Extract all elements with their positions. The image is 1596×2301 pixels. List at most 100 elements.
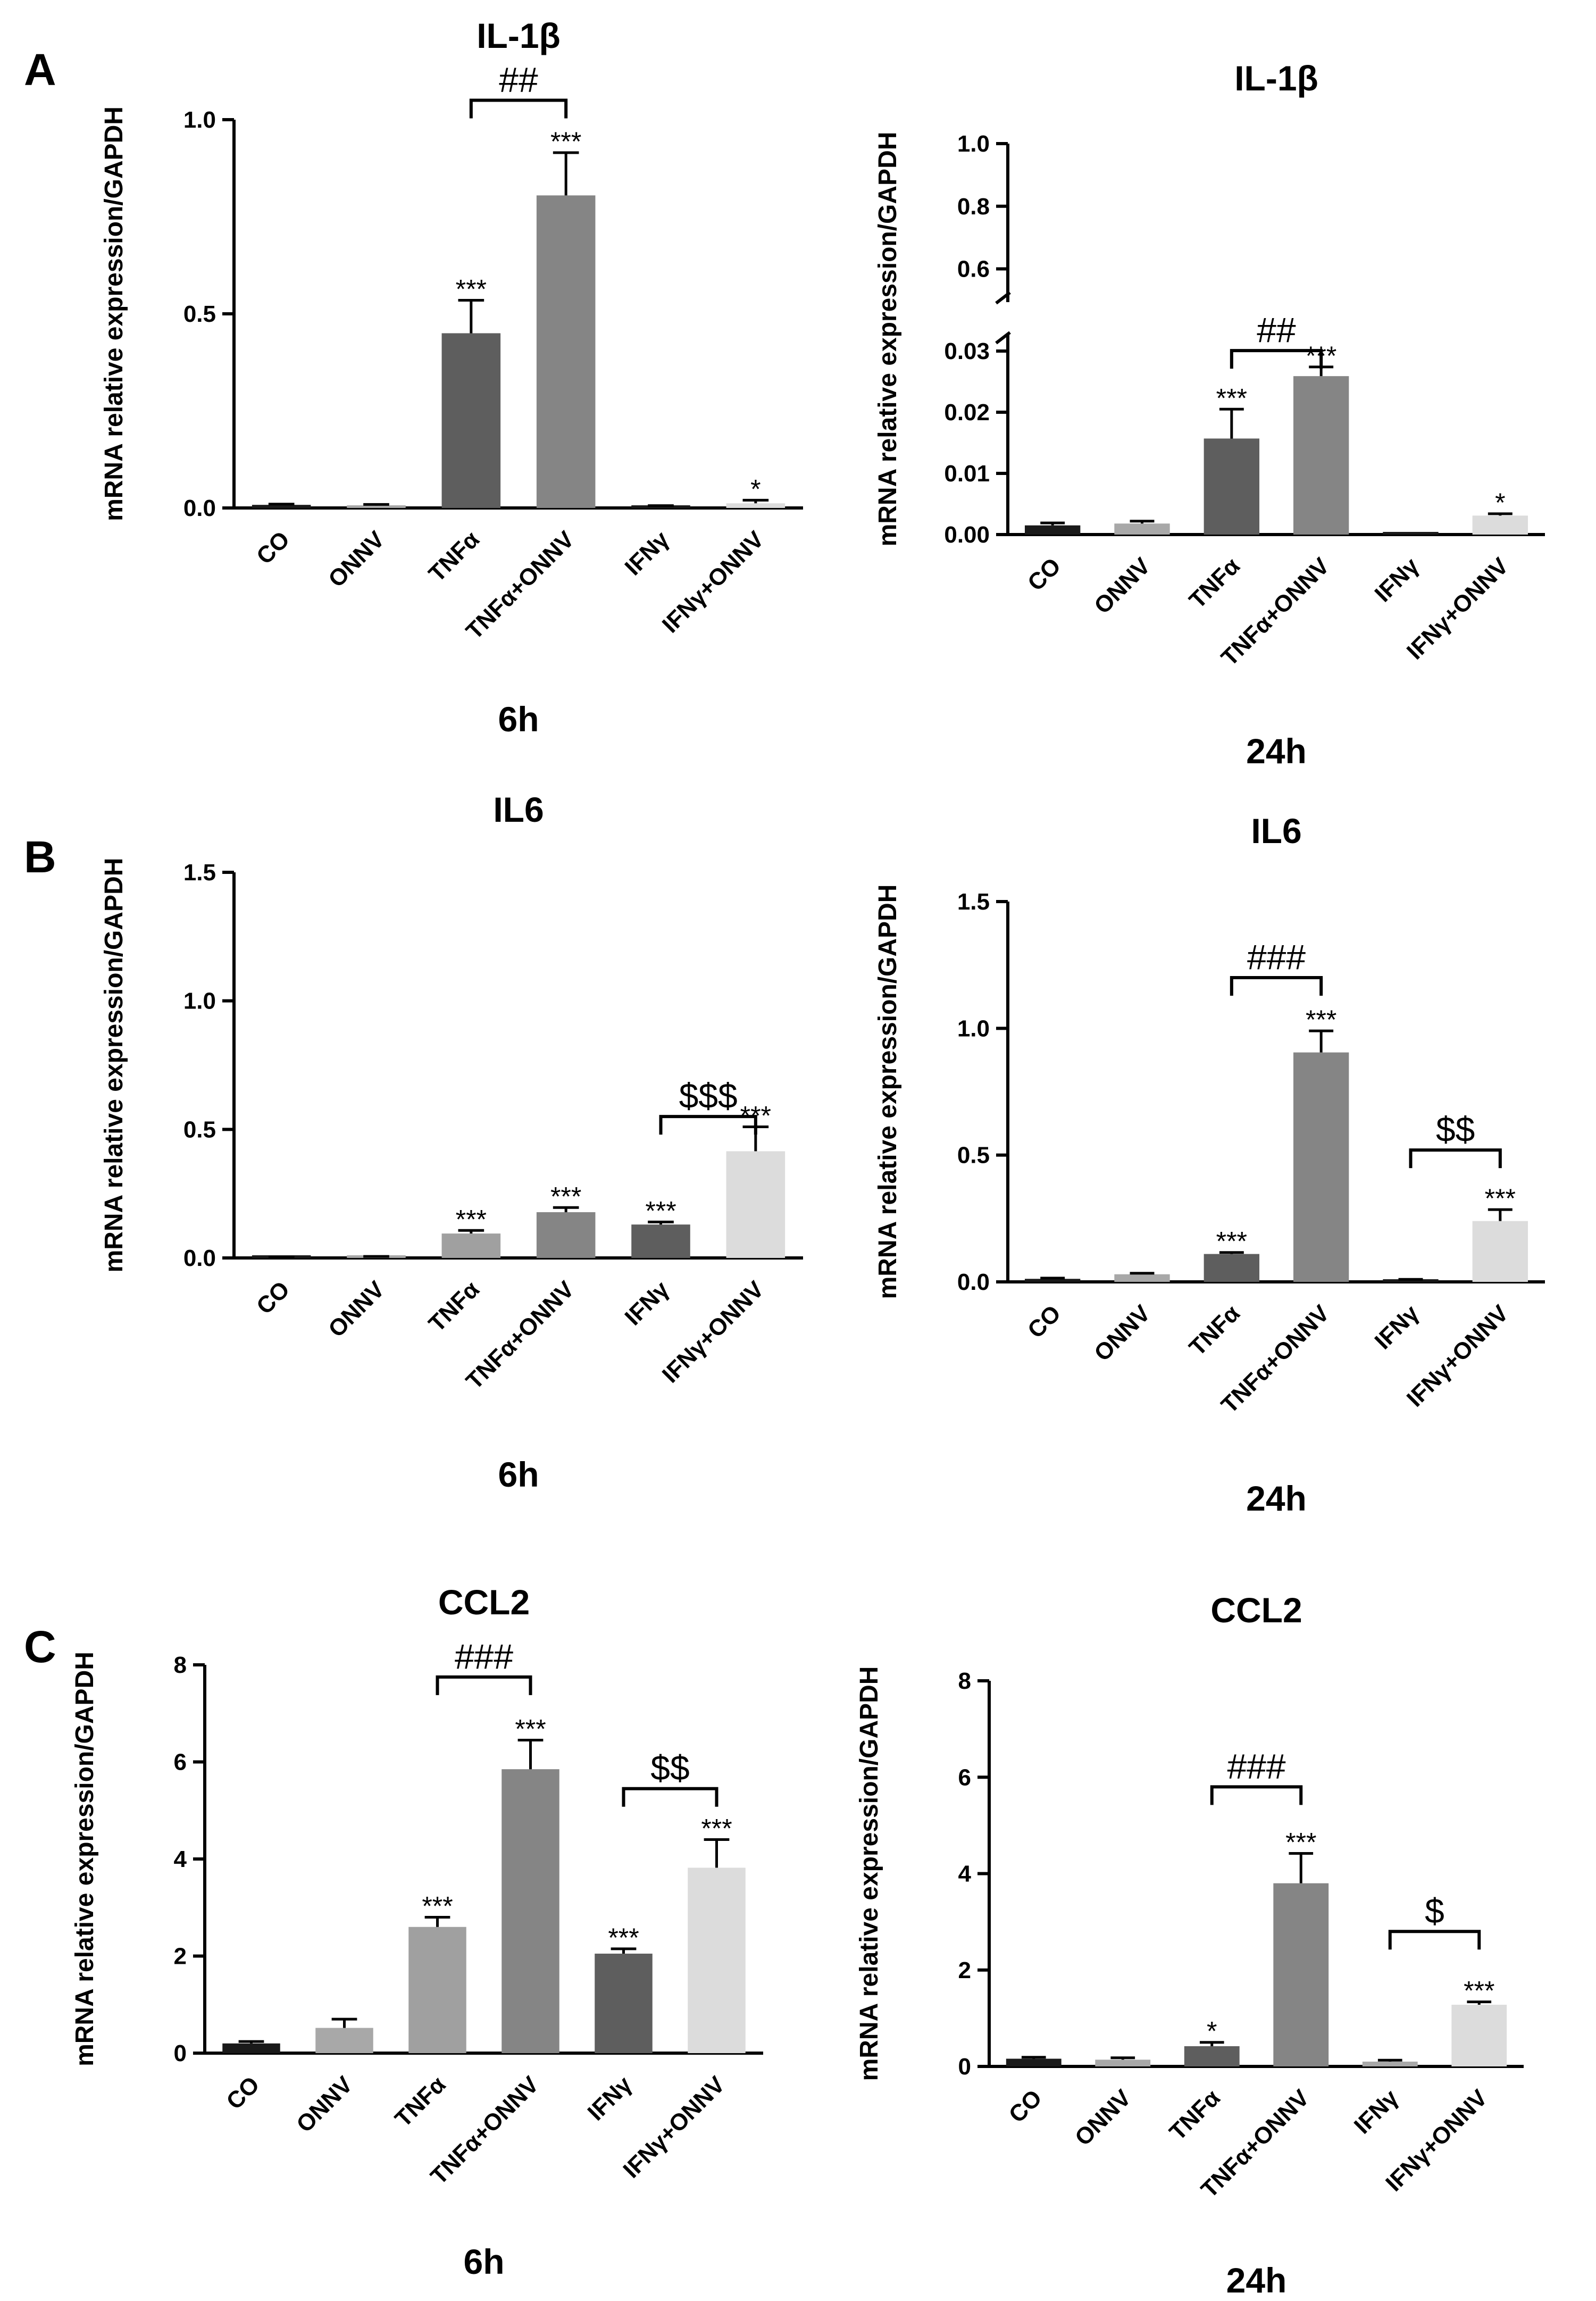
bar-onnv bbox=[1114, 1274, 1170, 1282]
significance-stars: *** bbox=[515, 1714, 546, 1744]
category-label: TNFα bbox=[1184, 1300, 1245, 1361]
chart-title: IL-1β bbox=[1234, 59, 1318, 98]
y-tick-label: 0.0 bbox=[183, 1245, 216, 1271]
chart-title: CCL2 bbox=[438, 1582, 530, 1622]
y-axis-label: mRNA relative expression/GAPDH bbox=[874, 885, 902, 1299]
bar-ifn bbox=[1383, 532, 1439, 535]
bar-co bbox=[252, 505, 311, 508]
significance-stars: *** bbox=[1285, 1827, 1316, 1857]
category-label: TNFα bbox=[424, 526, 484, 587]
timepoint-label: 24h bbox=[1226, 2261, 1287, 2300]
category-label: ONNV bbox=[1070, 2085, 1137, 2151]
bar-ifn-onnv bbox=[1472, 515, 1528, 535]
y-tick-label: 0.5 bbox=[183, 301, 216, 327]
category-label: TNFα bbox=[1165, 2085, 1225, 2145]
bar-tnf bbox=[408, 1927, 466, 2053]
bar-tnf bbox=[1204, 1254, 1260, 1282]
bar-co bbox=[1024, 1279, 1081, 1282]
bar-tnf-onnv bbox=[1293, 1052, 1349, 1282]
comparison-bracket bbox=[436, 1675, 532, 1695]
category-label: ONNV bbox=[323, 526, 390, 593]
y-axis-label: mRNA relative expression/GAPDH bbox=[100, 106, 128, 521]
panel-letter: C bbox=[24, 1622, 56, 1672]
axis-break-mark bbox=[995, 331, 1011, 345]
category-label: IFNγ bbox=[620, 526, 674, 580]
y-tick-label: 1.5 bbox=[957, 889, 990, 915]
comparison-label: ### bbox=[455, 1637, 513, 1676]
y-tick-label: 0.01 bbox=[944, 461, 990, 487]
y-tick-label: 8 bbox=[174, 1652, 187, 1678]
panel-letter: A bbox=[24, 45, 56, 95]
comparison-label: $$$ bbox=[679, 1076, 738, 1115]
category-label: IFNγ bbox=[582, 2071, 637, 2125]
bar-tnf bbox=[441, 1233, 501, 1258]
comparison-bracket bbox=[469, 98, 568, 119]
significance-stars: * bbox=[750, 474, 761, 504]
y-tick-label: 0.0 bbox=[183, 495, 216, 521]
bar-onnv bbox=[1114, 523, 1170, 535]
significance-stars: *** bbox=[550, 1181, 581, 1211]
comparison-bracket bbox=[1210, 1785, 1303, 1805]
timepoint-label: 6h bbox=[463, 2242, 504, 2281]
category-label: IFNγ+ONNV bbox=[657, 1276, 770, 1388]
bar-ifn-onnv bbox=[1472, 1221, 1528, 1282]
comparison-label: ### bbox=[1247, 937, 1306, 977]
comparison-label: $ bbox=[1425, 1891, 1444, 1930]
bar-ifn-onnv bbox=[726, 503, 786, 508]
comparison-label: ### bbox=[1227, 1746, 1285, 1786]
bar-ifn-onnv bbox=[1451, 2005, 1507, 2066]
panel-letter: B bbox=[24, 832, 56, 882]
significance-stars: *** bbox=[701, 1814, 732, 1844]
comparison-label: ## bbox=[499, 60, 538, 99]
comparison-bracket bbox=[1388, 1930, 1481, 1950]
comparison-bracket bbox=[1409, 1148, 1502, 1169]
bar-co bbox=[1024, 525, 1081, 535]
y-tick-label: 6 bbox=[958, 1764, 971, 1790]
comparison-label: $$ bbox=[650, 1748, 689, 1788]
category-label: CO bbox=[252, 526, 295, 569]
y-tick-label: 0.03 bbox=[944, 338, 990, 364]
y-tick-label: 1.0 bbox=[957, 1015, 990, 1041]
significance-stars: *** bbox=[608, 1923, 639, 1953]
comparison-label: $$ bbox=[1436, 1110, 1475, 1149]
category-label: CO bbox=[1023, 553, 1066, 596]
bar-tnf-onnv bbox=[502, 1769, 559, 2053]
significance-stars: *** bbox=[1485, 1183, 1516, 1213]
bar-co bbox=[1006, 2058, 1062, 2066]
chart-title: IL-1β bbox=[477, 16, 561, 55]
category-label: CO bbox=[252, 1276, 295, 1319]
y-tick-label: 0.5 bbox=[183, 1116, 216, 1143]
category-label: CO bbox=[1004, 2085, 1047, 2128]
significance-stars: *** bbox=[1306, 1005, 1336, 1035]
bar-ifn-onnv bbox=[726, 1151, 786, 1258]
category-label: CO bbox=[1023, 1300, 1066, 1343]
bar-onnv bbox=[1095, 2060, 1151, 2066]
significance-stars: *** bbox=[1216, 1227, 1247, 1256]
bar-tnf-onnv bbox=[1273, 1883, 1329, 2066]
category-label: ONNV bbox=[1089, 553, 1156, 619]
y-tick-label: 0 bbox=[958, 2054, 971, 2080]
bar-ifn bbox=[1362, 2061, 1418, 2066]
chart-title: IL6 bbox=[1251, 811, 1301, 851]
timepoint-label: 6h bbox=[498, 1455, 539, 1494]
y-tick-label: 0.02 bbox=[944, 399, 990, 426]
y-tick-label: 1.0 bbox=[957, 131, 990, 157]
timepoint-label: 6h bbox=[498, 699, 539, 739]
y-axis-label: mRNA relative expression/GAPDH bbox=[855, 1666, 883, 2081]
y-tick-label: 1.0 bbox=[183, 107, 216, 133]
significance-stars: *** bbox=[1216, 383, 1247, 413]
category-label: IFNγ bbox=[1369, 553, 1424, 607]
comparison-bracket bbox=[1230, 349, 1323, 369]
category-label: IFNγ bbox=[1349, 2085, 1403, 2139]
y-tick-label: 1.0 bbox=[183, 988, 216, 1014]
significance-stars: *** bbox=[456, 274, 487, 304]
significance-stars: *** bbox=[422, 1891, 453, 1921]
bar-ifn bbox=[631, 1224, 690, 1258]
category-label: IFNγ+ONNV bbox=[657, 526, 770, 638]
comparison-bracket bbox=[1230, 976, 1323, 996]
comparison-bracket bbox=[659, 1115, 757, 1135]
significance-stars: * bbox=[1207, 2016, 1217, 2046]
